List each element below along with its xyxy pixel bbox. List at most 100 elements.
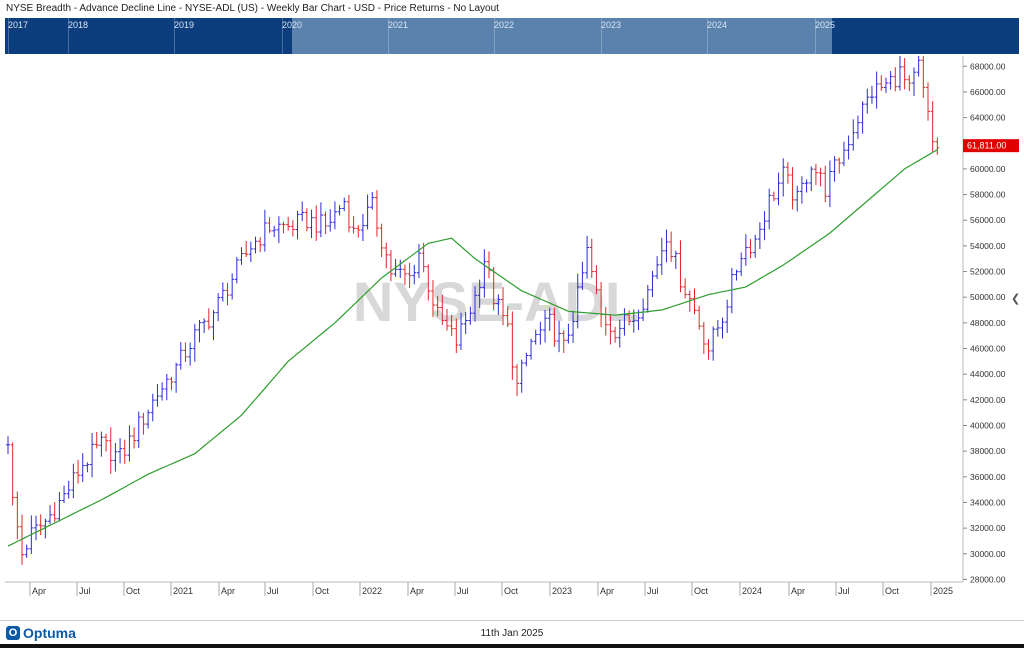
navigator-year-label: 2021 bbox=[388, 20, 409, 30]
price-bar bbox=[524, 352, 529, 367]
watermark-symbol: NYSE-ADL bbox=[353, 270, 639, 333]
y-axis-tick-label: 32000.00 bbox=[970, 523, 1006, 533]
price-bar bbox=[384, 242, 389, 269]
x-axis-tick-label: Oct bbox=[885, 586, 900, 596]
price-bar bbox=[809, 166, 814, 192]
price-bar bbox=[412, 264, 417, 285]
price-bar bbox=[127, 425, 132, 462]
navigator-year-label: 2017 bbox=[8, 20, 29, 30]
price-bar bbox=[80, 453, 85, 482]
price-bar bbox=[430, 280, 435, 318]
price-bar bbox=[757, 222, 762, 250]
navigator-year-label: 2018 bbox=[68, 20, 89, 30]
price-bar bbox=[897, 56, 902, 91]
price-bar bbox=[561, 330, 566, 354]
price-bar bbox=[804, 179, 809, 193]
price-bar bbox=[678, 240, 683, 293]
y-axis-tick-label: 66000.00 bbox=[970, 87, 1006, 97]
optuma-logo-icon: O bbox=[6, 626, 20, 640]
price-bar bbox=[435, 295, 440, 317]
price-bar bbox=[468, 306, 473, 325]
price-bar bbox=[440, 294, 445, 325]
price-bar bbox=[902, 58, 907, 90]
price-bar bbox=[641, 298, 646, 322]
price-bar bbox=[197, 319, 202, 343]
price-bar bbox=[617, 319, 622, 348]
price-bar bbox=[916, 56, 921, 77]
x-axis: Apr Jul Oct 2021 Apr Jul Oct 2022 Apr Jul Oct 2023 A… bbox=[29, 582, 953, 596]
y-axis-tick-label: 54000.00 bbox=[970, 241, 1006, 251]
price-bar bbox=[893, 67, 898, 92]
price-bar bbox=[473, 286, 477, 322]
price-bar bbox=[281, 221, 286, 234]
y-axis-tick-label: 40000.00 bbox=[970, 420, 1006, 430]
chart-date: 11th Jan 2025 bbox=[480, 628, 544, 639]
price-bar bbox=[402, 264, 407, 286]
price-bar bbox=[141, 412, 146, 435]
y-axis-tick-label: 36000.00 bbox=[970, 472, 1006, 482]
x-axis-tick-label: Oct bbox=[126, 586, 141, 596]
price-bar bbox=[328, 209, 333, 232]
x-axis-tick-label: Jul bbox=[647, 586, 659, 596]
price-bar bbox=[10, 442, 15, 506]
price-bar bbox=[594, 265, 599, 295]
chart-plot[interactable]: NYSE-ADL 28000.00 30000.00 32000.00 34000.0… bbox=[5, 56, 1019, 620]
price-bar bbox=[552, 307, 557, 347]
price-bar bbox=[188, 342, 193, 366]
price-bar bbox=[865, 88, 870, 114]
price-bar bbox=[739, 252, 744, 276]
price-bar bbox=[585, 235, 590, 279]
price-bar bbox=[921, 56, 926, 98]
navigator-selection-window[interactable] bbox=[292, 18, 832, 54]
price-bar bbox=[323, 211, 328, 234]
price-bar bbox=[122, 439, 127, 464]
price-bar bbox=[711, 326, 716, 361]
price-bar bbox=[267, 217, 272, 233]
price-bar bbox=[505, 306, 510, 327]
price-bar bbox=[911, 67, 916, 97]
price-bar bbox=[818, 167, 823, 187]
optuma-logo: O Optuma bbox=[6, 625, 76, 641]
price-bar bbox=[799, 176, 804, 204]
price-bar bbox=[458, 312, 463, 350]
x-axis-tick-label: Oct bbox=[315, 586, 330, 596]
price-bar bbox=[351, 215, 356, 234]
price-bar bbox=[407, 262, 412, 288]
price-bar bbox=[771, 191, 776, 202]
time-navigator[interactable]: 2017 2018 2019 2020 2021 2022 2023 2024 2025 bbox=[5, 18, 1019, 54]
price-bar bbox=[150, 393, 155, 422]
price-bar bbox=[725, 299, 730, 333]
price-bar bbox=[729, 267, 734, 314]
price-bar bbox=[515, 364, 520, 397]
price-bar bbox=[767, 188, 772, 230]
price-bar bbox=[827, 160, 832, 207]
y-axis-tick-label: 42000.00 bbox=[970, 395, 1006, 405]
price-bar bbox=[575, 273, 580, 329]
navigator-year-tick bbox=[68, 18, 69, 54]
price-bar bbox=[580, 261, 585, 291]
price-bar bbox=[463, 311, 468, 335]
price-bar bbox=[379, 223, 384, 258]
price-bar bbox=[155, 383, 160, 407]
x-axis-tick-label: 2022 bbox=[362, 586, 382, 596]
price-bar bbox=[370, 191, 375, 210]
navigator-year-label: 2020 bbox=[282, 20, 303, 30]
price-bar bbox=[216, 293, 221, 322]
collapse-arrow-icon[interactable]: ❮ bbox=[1011, 293, 1021, 305]
price-bar bbox=[258, 237, 263, 253]
price-bar bbox=[85, 462, 90, 473]
price-bar bbox=[813, 163, 818, 185]
price-bar bbox=[309, 209, 314, 239]
last-price-label: 61,811.00 bbox=[967, 141, 1006, 151]
price-bar bbox=[211, 309, 216, 341]
price-bar bbox=[426, 264, 431, 301]
y-axis-tick-label: 68000.00 bbox=[970, 61, 1006, 71]
price-bar bbox=[304, 208, 309, 232]
x-axis-tick-label: 2025 bbox=[933, 586, 953, 596]
price-bar bbox=[66, 480, 71, 499]
price-bar bbox=[174, 362, 179, 393]
price-bar bbox=[332, 201, 337, 230]
price-bar bbox=[935, 137, 940, 155]
y-axis-tick-label: 52000.00 bbox=[970, 267, 1006, 277]
price-bar bbox=[790, 167, 795, 210]
